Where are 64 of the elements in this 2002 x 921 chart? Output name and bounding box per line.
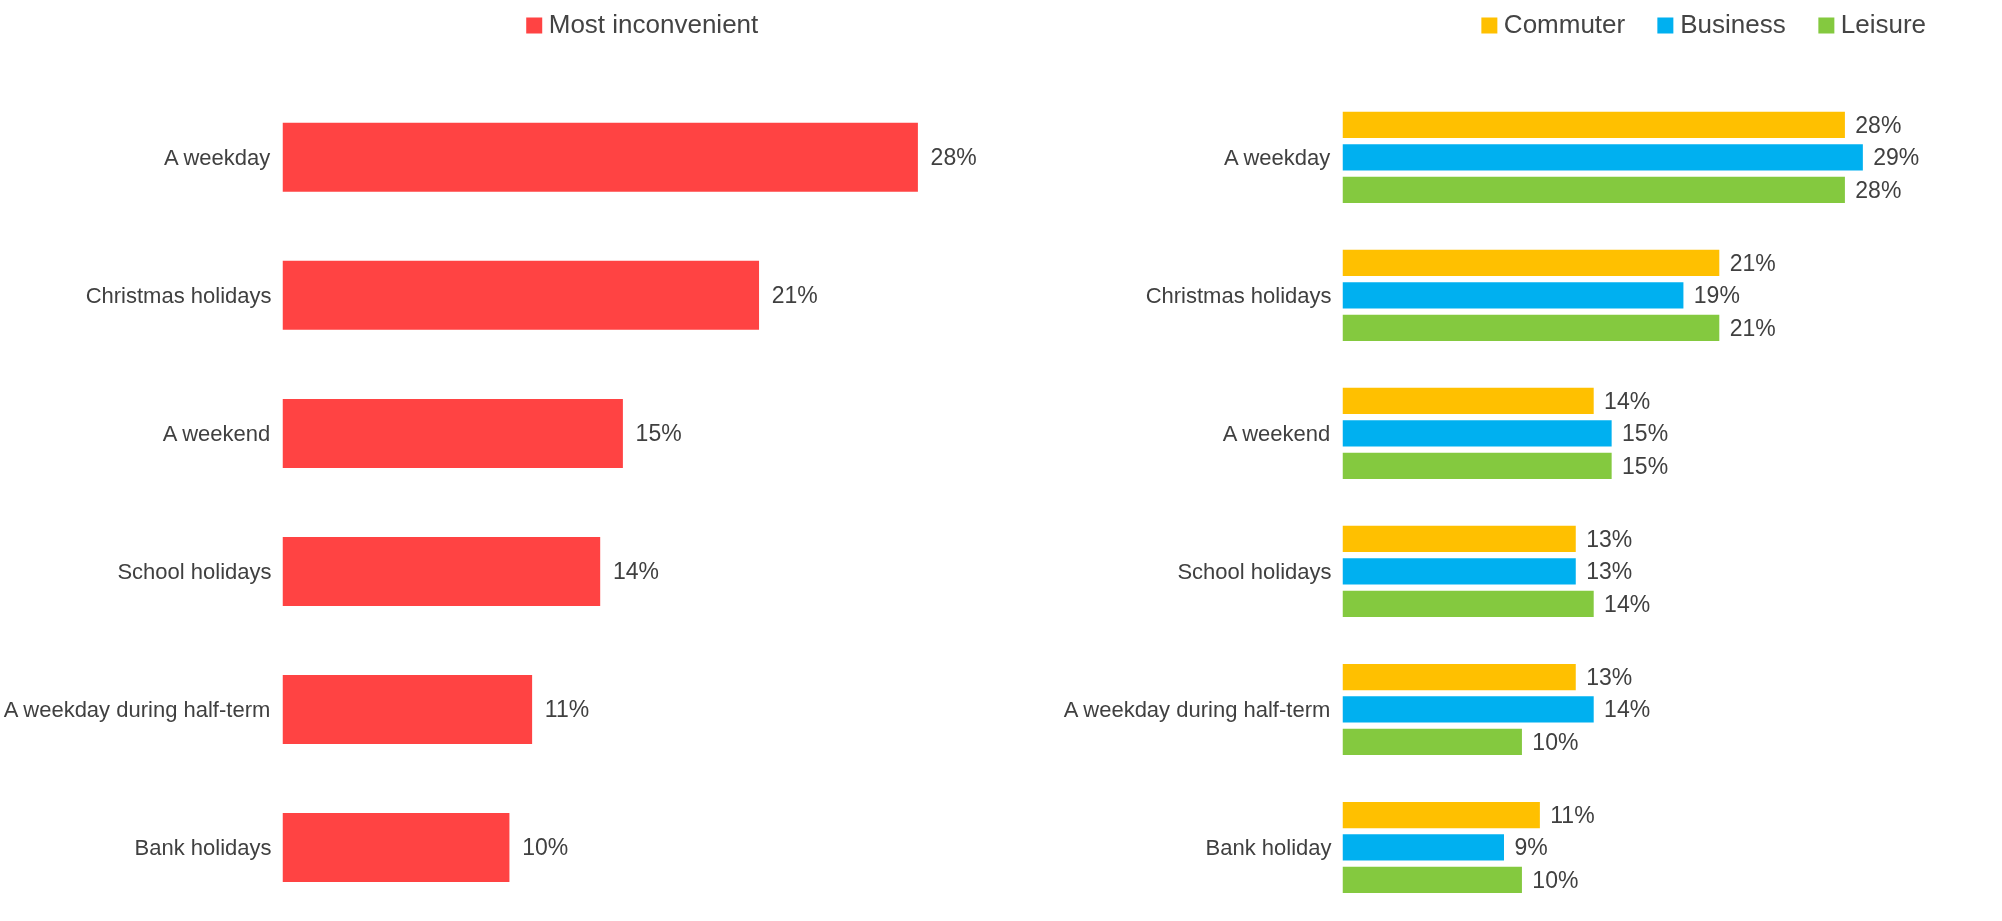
data-label: 29% — [1873, 144, 1920, 171]
bar — [1342, 420, 1612, 447]
data-label: 9% — [1514, 834, 1548, 861]
bar — [282, 536, 601, 606]
bar — [1342, 728, 1522, 755]
data-label: 14% — [1604, 590, 1651, 617]
data-label: 21% — [1729, 249, 1776, 276]
y-tick-label: Christmas holidays — [1145, 282, 1332, 308]
legend-label: Most inconvenient — [548, 9, 759, 40]
data-label: 10% — [1532, 866, 1579, 893]
y-tick-label: A weekday during half-term — [1063, 696, 1331, 722]
bar — [1342, 249, 1720, 277]
y-tick-label: Christmas holidays — [85, 282, 272, 308]
bar — [1342, 590, 1594, 617]
bar — [282, 674, 533, 744]
bar — [1342, 663, 1576, 691]
y-tick-label: School holidays — [1177, 558, 1332, 584]
bar — [1342, 452, 1612, 479]
bar — [282, 398, 623, 468]
bar — [1342, 314, 1720, 341]
data-label: 28% — [1855, 111, 1902, 138]
y-tick-label: A weekend — [162, 420, 271, 446]
data-label: 15% — [635, 420, 682, 447]
data-label: 15% — [1622, 420, 1669, 447]
data-label: 10% — [522, 834, 569, 861]
data-label: 15% — [1622, 452, 1669, 479]
data-label: 10% — [1532, 728, 1579, 755]
data-label: 28% — [930, 144, 977, 171]
bar — [1342, 525, 1576, 553]
data-label: 21% — [1729, 314, 1776, 341]
y-tick-label: A weekday — [1223, 144, 1331, 170]
bar — [1342, 282, 1684, 309]
data-label: 28% — [1855, 176, 1902, 203]
y-tick-label: Bank holidays — [134, 834, 272, 860]
y-tick-label: A weekday — [163, 144, 271, 170]
y-tick-label: Bank holiday — [1205, 834, 1332, 860]
data-label: 14% — [1604, 387, 1651, 414]
bar — [1342, 866, 1522, 894]
bar — [1342, 176, 1845, 203]
data-label: 19% — [1693, 282, 1740, 309]
data-label: 21% — [771, 282, 818, 309]
bar — [282, 122, 918, 192]
y-tick-label: A weekday during half-term — [3, 696, 271, 722]
bar — [1342, 834, 1504, 861]
data-label: 14% — [1604, 696, 1651, 723]
data-label: 14% — [612, 558, 659, 585]
legend-label: Business — [1680, 9, 1786, 40]
data-label: 13% — [1586, 558, 1633, 585]
data-label: 11% — [1550, 802, 1595, 829]
data-label: 13% — [1586, 525, 1633, 552]
bar — [1342, 558, 1576, 585]
data-label: 11% — [544, 696, 590, 723]
data-label: 13% — [1586, 664, 1633, 691]
bar — [1342, 387, 1594, 415]
legend-label: Commuter — [1503, 9, 1626, 40]
bar — [282, 812, 510, 882]
legend-label: Leisure — [1840, 9, 1926, 40]
y-tick-label: A weekend — [1222, 420, 1331, 446]
bar — [1342, 144, 1863, 171]
bar — [1342, 696, 1594, 723]
y-tick-label: School holidays — [117, 558, 272, 584]
bar — [1342, 111, 1845, 139]
bar — [282, 260, 760, 330]
bar — [1342, 801, 1540, 829]
